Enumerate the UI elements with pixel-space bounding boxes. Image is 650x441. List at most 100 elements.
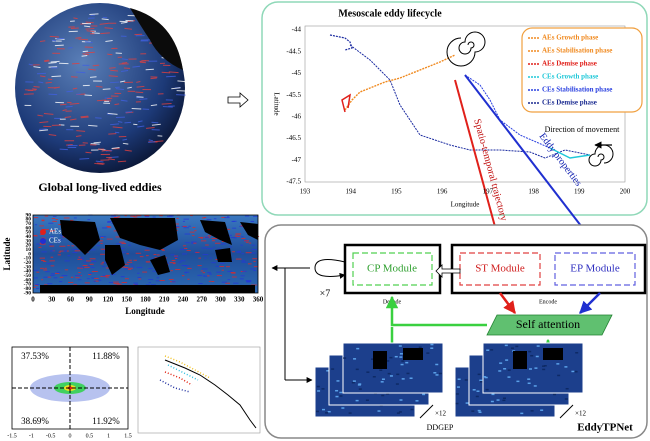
eddy-streak [166,76,176,77]
ocean-land [403,348,423,360]
ocean-speck [317,390,320,392]
ocean-speck [335,390,338,392]
ocean-speck [388,373,391,375]
eddy-streak [60,104,66,105]
eddy-streak [152,122,159,123]
ocean-speck [401,364,404,366]
eddy-streak [52,40,56,41]
x-tick-label: 1.5 [124,433,132,439]
x-tick-label: 90 [86,296,94,304]
ocean-speck [331,368,334,370]
ocean-speck [527,378,530,380]
ocean-speck [321,388,324,390]
attention-label: Self attention [516,317,580,331]
ocean-speck [373,376,376,378]
ocean-land [543,348,563,360]
ocean-speck [402,378,405,380]
x-tick-label: 210 [159,296,170,304]
ocean-speck [339,392,342,394]
ocean-land [373,351,387,369]
ocean-speck [435,364,438,366]
quadrant-value: 38.69% [21,416,49,426]
ocean-speck [534,385,537,387]
quadrant-ticks: -1.5-1-0.500.511.5 [7,433,132,439]
ocean-speck [411,409,414,411]
ocean-speck [511,347,514,349]
legend-swatch [40,238,46,244]
eddy-streak [55,45,64,46]
eddy-streak [66,106,73,107]
x-axis-label: Longitude [451,201,480,209]
eddy-streak [95,118,101,119]
ocean-speck [557,375,560,377]
stack-count: ×12 [575,410,586,418]
eddy-streak [79,159,89,160]
ocean-speck [516,381,519,383]
ocean-speck [353,380,356,382]
ocean-speck [381,381,384,383]
stack-count: ×12 [435,410,446,418]
x-tick-label: -1 [29,433,34,439]
ocean-speck [349,412,352,414]
legend-swatch [40,229,46,235]
ocean-speck [456,393,459,395]
ocean-land [513,351,527,369]
ocean-speck [529,368,532,370]
ocean-speck [422,394,425,396]
ocean-speck [395,356,398,358]
eddy-streak [108,134,116,135]
ocean-speck [396,383,399,385]
ocean-speck [473,389,476,391]
ocean-speck [356,369,359,371]
ocean-speck [317,386,320,388]
ocean-speck [353,358,356,360]
ocean-speck [328,411,331,413]
figure: Global long-lived eddies Mesoscale eddy … [0,0,650,441]
ocean-speck [426,352,429,354]
lifecycle-title: Mesoscale eddy lifecycle [338,8,442,19]
eddy-streak [82,56,88,57]
quadrant-value: 11.88% [92,351,120,361]
x-tick-label: 197 [483,188,494,196]
eddy-streak [68,47,72,48]
x-tick-label: 270 [197,296,208,304]
ocean-speck [366,399,369,401]
ocean-speck [542,369,545,371]
ocean-speck [497,399,500,401]
x-tick-label: 0 [69,433,72,439]
ocean-speck [322,409,325,411]
eddy-streak [135,92,143,93]
ocean-speck [430,347,433,349]
ocean-speck [486,349,489,351]
ocean-speck [491,394,494,396]
ocean-speck [520,413,523,415]
eddy-streak [85,95,92,96]
y-axis-label: Latitude [272,92,280,115]
x-tick-label: 1 [107,433,110,439]
ocean-speck [490,349,493,351]
ocean-speck [528,383,531,385]
ocean-speck [502,400,505,402]
x-tick-label: 196 [437,188,448,196]
eddy-streak [66,91,73,92]
quadrant-value: 37.53% [21,351,49,361]
ocean-speck [471,410,474,412]
ocean-speck [499,362,502,364]
cp-label: CP Module [367,263,417,275]
ocean-speck [415,400,418,402]
eddy-streak [137,86,145,87]
ocean-speck [534,367,537,369]
eddy-streak [78,39,88,40]
ocean-speck [358,383,361,385]
x-tick-label: 30 [48,296,56,304]
ocean-speck [476,390,479,392]
flow-arrow [228,93,248,107]
ocean-speck [505,359,508,361]
eddy-streak [125,112,132,113]
eddy-streak [32,89,37,90]
legend-label: CEs Stabilisation phase [542,86,612,94]
ocean-speck [565,398,568,400]
repeat-label: ×7 [320,288,331,299]
model-name: EddyTPNet [577,422,633,434]
legend-label: AEs Stabilisation phase [542,47,612,55]
